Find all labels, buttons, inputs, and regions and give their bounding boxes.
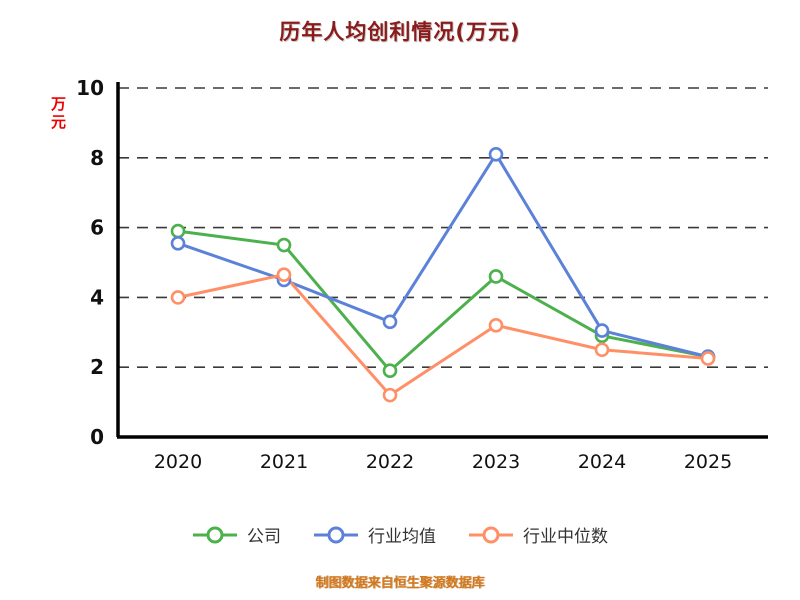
data-point (382, 314, 398, 330)
legend-item-industry-mean[interactable]: 行业均值 (313, 522, 436, 547)
data-point (276, 267, 292, 283)
legend-label-industry-median: 行业中位数 (523, 527, 608, 547)
legend-item-company[interactable]: 公司 (192, 522, 281, 547)
data-source-note: 制图数据来自恒生聚源数据库 (315, 576, 485, 591)
series-line (176, 273, 710, 397)
data-point (594, 342, 610, 358)
data-point (488, 147, 504, 162)
x-tick-label: 2024 (578, 451, 626, 473)
x-tick-label: 2023 (472, 451, 520, 473)
y-tick-label: 0 (90, 425, 104, 449)
legend-swatch-company (193, 526, 237, 543)
data-point (276, 237, 292, 253)
legend-label-industry-mean: 行业均值 (368, 527, 436, 547)
legend-swatch-industry-mean (314, 526, 358, 543)
y-tick-label: 10 (76, 76, 104, 100)
data-point (170, 236, 186, 251)
data-point (170, 223, 186, 239)
x-tick-label: 2021 (260, 451, 308, 473)
x-tick-label: 2025 (684, 451, 732, 473)
legend: 公司 行业均值 行业中位数 (0, 522, 800, 547)
data-point (488, 269, 504, 284)
data-point (382, 363, 398, 378)
y-tick-label: 4 (90, 285, 104, 309)
y-tick-label: 8 (90, 146, 104, 170)
data-point (488, 318, 504, 333)
line-chart-plot: 0 2 4 6 8 10 2020 2021 2022 2023 2024 2025 (76, 76, 768, 473)
data-point (594, 323, 610, 338)
y-tick-label: 2 (90, 355, 104, 379)
y-tick-label: 6 (90, 216, 104, 240)
legend-swatch-industry-median (469, 526, 513, 543)
legend-label-company: 公司 (247, 527, 281, 547)
series-line (176, 152, 710, 359)
data-point (170, 290, 186, 305)
series-line (176, 229, 710, 373)
chart-title: 历年人均创利情况(万元) (279, 20, 521, 44)
y-axis-label: 万元 (49, 96, 67, 132)
legend-item-industry-median[interactable]: 行业中位数 (468, 522, 608, 547)
data-point (700, 351, 716, 366)
x-tick-label: 2020 (154, 451, 202, 473)
x-tick-label: 2022 (366, 451, 414, 473)
data-point (382, 387, 398, 403)
